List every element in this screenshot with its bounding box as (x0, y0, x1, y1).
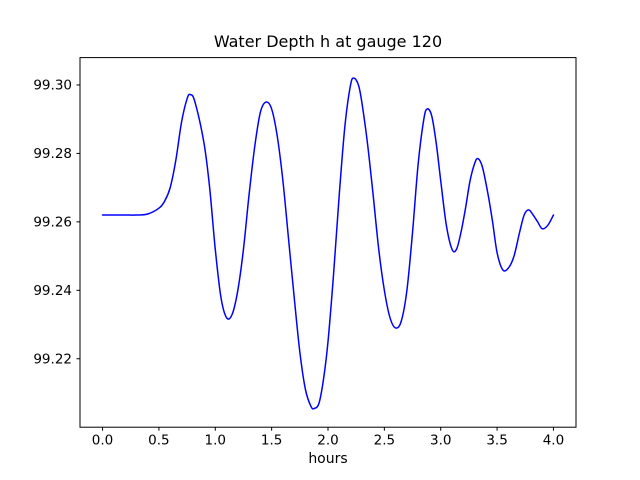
y-tick-label: 99.30 (33, 77, 72, 93)
x-tick-label: 1.5 (261, 433, 282, 449)
plot-area (80, 57, 576, 428)
y-tick-label: 99.22 (33, 351, 72, 367)
x-tick-label: 1.0 (205, 433, 226, 449)
y-tick-label: 99.24 (33, 283, 72, 299)
x-tick-label: 4.0 (543, 433, 564, 449)
y-tick-label: 99.28 (33, 146, 72, 162)
x-tick-label: 0.5 (148, 433, 169, 449)
chart-title: Water Depth h at gauge 120 (214, 32, 442, 51)
x-axis-label: hours (308, 451, 347, 467)
water-depth-line (101, 77, 555, 410)
y-axis-ticks: 99.22 99.24 99.26 99.28 99.30 (33, 77, 80, 367)
x-tick-label: 2.0 (317, 433, 338, 449)
x-tick-label: 3.0 (430, 433, 451, 449)
x-tick-label: 0.0 (92, 433, 113, 449)
x-axis-ticks: 0.0 0.5 1.0 1.5 2.0 2.5 3.0 3.5 4.0 (92, 427, 564, 449)
x-tick-label: 3.5 (486, 433, 507, 449)
y-tick-label: 99.26 (33, 214, 72, 230)
x-tick-label: 2.5 (374, 433, 395, 449)
